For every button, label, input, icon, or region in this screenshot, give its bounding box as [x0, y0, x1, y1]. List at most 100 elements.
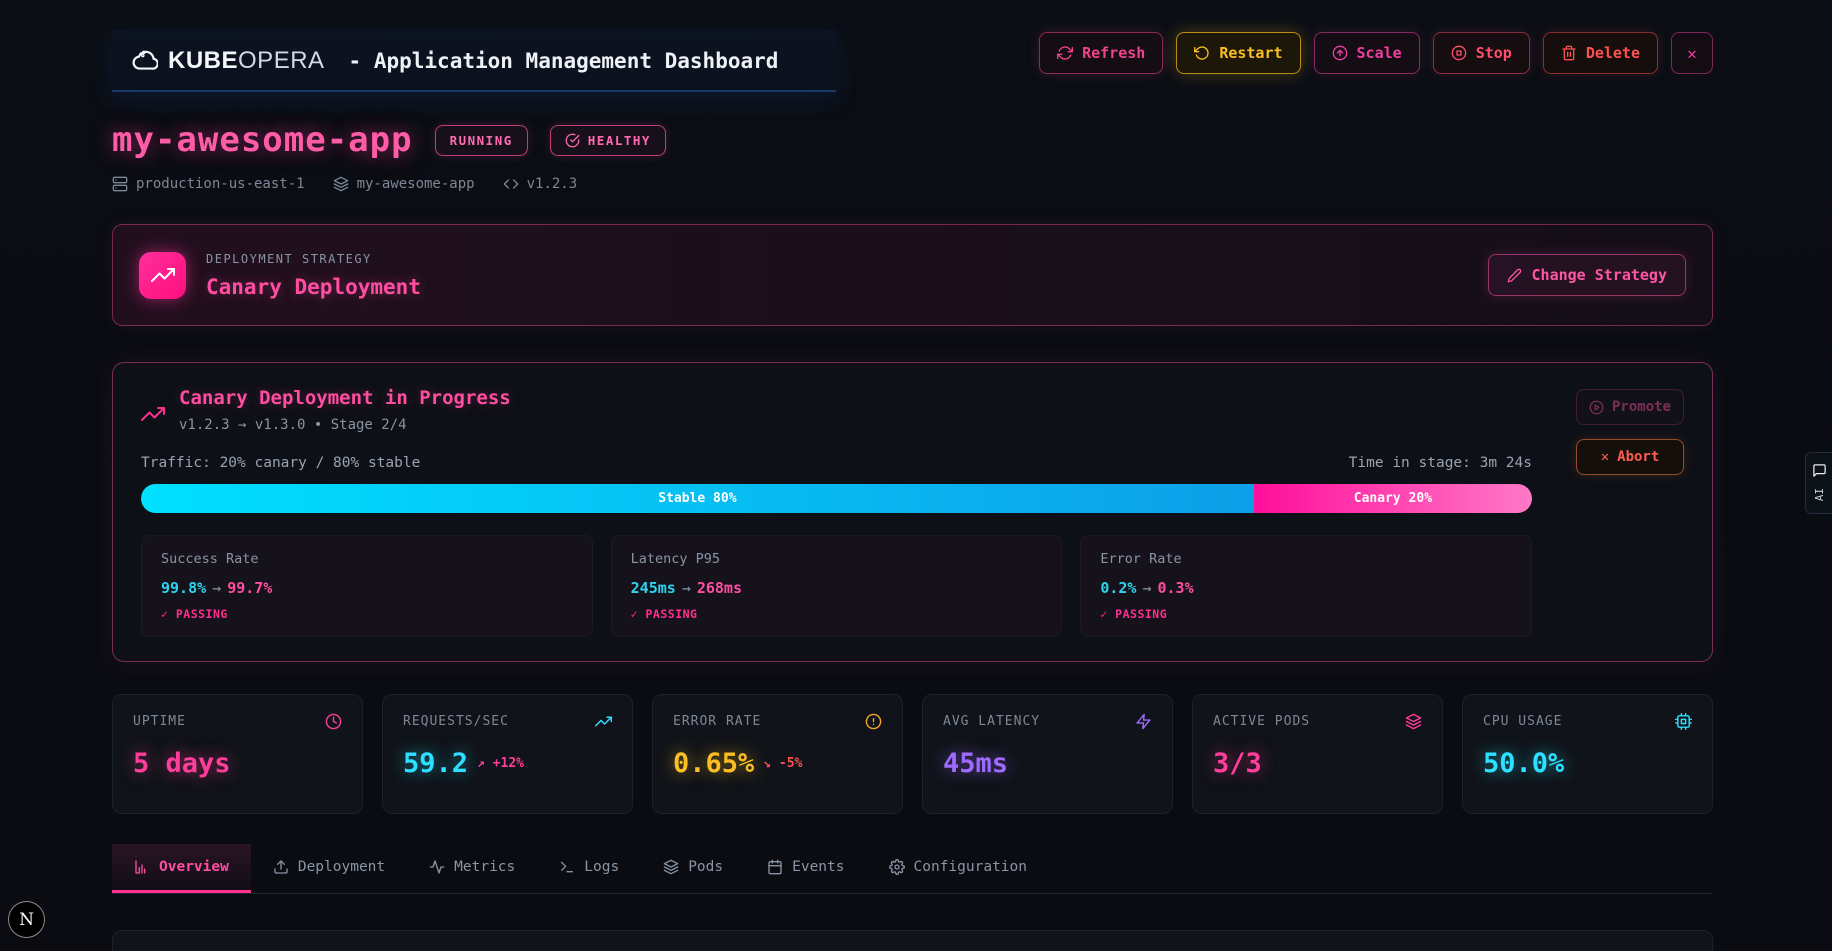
restart-button[interactable]: Restart — [1176, 32, 1301, 74]
strategy-label: DEPLOYMENT STRATEGY — [206, 251, 372, 266]
arrow-up-circle-icon — [1332, 45, 1348, 61]
canary-subtitle: v1.2.3 → v1.3.0 • Stage 2/4 — [179, 417, 407, 433]
restart-icon — [1194, 45, 1210, 61]
abort-button[interactable]: ✕ Abort — [1576, 439, 1684, 475]
stat-value-text: 45ms — [943, 748, 1009, 779]
kubeopera-logo-icon — [132, 48, 158, 74]
metric-values: 99.8% → 99.7% — [161, 579, 573, 597]
time-in-stage-label: Time in stage: 3m 24s — [1348, 455, 1532, 471]
tab-deployment[interactable]: Deployment — [251, 844, 407, 893]
tab-configuration[interactable]: Configuration — [867, 844, 1050, 893]
metric-label: Latency P95 — [630, 551, 721, 567]
stat-value: 45ms — [943, 748, 1152, 779]
health-badge: HEALTHY — [549, 124, 666, 156]
promote-label: Promote — [1611, 399, 1671, 415]
scale-label: Scale — [1356, 44, 1402, 62]
activity-icon — [429, 859, 445, 875]
tab-overview[interactable]: Overview — [112, 844, 251, 893]
n-badge-letter: N — [19, 909, 34, 930]
stat-head: CPU USAGE — [1483, 713, 1692, 730]
app-title-row: my-awesome-app RUNNING HEALTHY — [112, 120, 1713, 160]
stat-value: 3/3 — [1213, 748, 1422, 779]
play-circle-icon — [1589, 400, 1604, 415]
alert-circle-icon — [865, 713, 882, 730]
version-value: v1.2.3 — [526, 176, 578, 192]
stable-segment-label: Stable 80% — [658, 491, 737, 506]
server-icon — [112, 176, 128, 192]
ai-chat-drawer-handle[interactable]: AI — [1805, 452, 1832, 515]
stat-head: ACTIVE PODS — [1213, 713, 1422, 730]
strategy-icon-box — [139, 251, 186, 299]
tab-label: Metrics — [454, 859, 516, 875]
top-bar: KUBEOPERA - Application Management Dashb… — [112, 30, 1713, 92]
chat-bubble-icon — [1812, 463, 1827, 478]
uptime-stat-card: UPTIME 5 days — [112, 694, 363, 814]
gear-icon — [888, 859, 905, 875]
tab-metrics[interactable]: Metrics — [407, 844, 537, 893]
strategy-text: DEPLOYMENT STRATEGY Canary Deployment — [206, 252, 421, 299]
canary-deployment-card: Canary Deployment in Progress v1.2.3 → v… — [112, 362, 1713, 662]
change-strategy-button[interactable]: Change Strategy — [1487, 254, 1686, 296]
active-pods-stat-card: ACTIVE PODS 3/3 — [1192, 694, 1443, 814]
stat-head: ERROR RATE — [673, 713, 882, 730]
metric-canary-value: 0.3% — [1157, 579, 1194, 597]
stop-circle-icon — [1451, 45, 1467, 61]
version-meta: v1.2.3 — [503, 176, 578, 192]
delete-label: Delete — [1585, 44, 1640, 62]
canary-action-buttons: Promote ✕ Abort — [1576, 389, 1684, 475]
arrow-right-icon: → — [1142, 579, 1152, 597]
stat-value: 59.2 ↗ +12% — [403, 748, 612, 779]
stat-label: ERROR RATE — [673, 714, 762, 729]
metric-canary-value: 99.7% — [227, 579, 273, 597]
status-badge: RUNNING — [434, 124, 528, 156]
namespace-meta: my-awesome-app — [333, 176, 475, 192]
stop-button[interactable]: Stop — [1432, 32, 1530, 74]
x-icon: ✕ — [1600, 449, 1610, 465]
refresh-button[interactable]: Refresh — [1039, 32, 1164, 74]
stat-value: 0.65% ↘ -5% — [673, 748, 882, 779]
traffic-split-bar: Stable 80% Canary 20% — [141, 484, 1532, 513]
metric-baseline-value: 99.8% — [161, 579, 207, 597]
logo-band: KUBEOPERA - Application Management Dashb… — [112, 30, 837, 92]
stat-value: 50.0% — [1483, 748, 1692, 779]
deployment-strategy-card: DEPLOYMENT STRATEGY Canary Deployment Ch… — [112, 224, 1713, 326]
tab-pods[interactable]: Pods — [641, 844, 745, 893]
trending-up-icon — [150, 263, 175, 287]
metric-values: 0.2% → 0.3% — [1100, 579, 1512, 597]
scale-button[interactable]: Scale — [1313, 32, 1420, 74]
tab-label: Pods — [688, 859, 724, 875]
trending-up-icon — [595, 713, 612, 730]
layers-icon — [1405, 713, 1422, 730]
stop-label: Stop — [1475, 44, 1512, 62]
tab-logs[interactable]: Logs — [537, 844, 641, 893]
stat-trend: ↘ -5% — [763, 756, 803, 771]
nextjs-dev-badge[interactable]: N — [8, 901, 45, 938]
tab-events[interactable]: Events — [745, 844, 866, 893]
clock-icon — [325, 713, 342, 730]
stat-label: UPTIME — [133, 714, 186, 729]
delete-button[interactable]: Delete — [1542, 32, 1658, 74]
metric-status: ✓ PASSING — [630, 607, 698, 621]
metric-status: ✓ PASSING — [1100, 607, 1168, 621]
stat-value-text: 59.2 — [403, 748, 469, 779]
layers-icon — [663, 859, 679, 875]
tab-label: Logs — [584, 859, 620, 875]
zap-icon — [1135, 713, 1152, 730]
close-button[interactable]: ✕ — [1671, 32, 1713, 74]
promote-button[interactable]: Promote — [1576, 389, 1684, 425]
status-badge-label: RUNNING — [449, 132, 513, 148]
pencil-icon — [1507, 268, 1522, 283]
stat-head: UPTIME — [133, 713, 342, 730]
cluster-meta: production-us-east-1 — [112, 176, 305, 192]
upload-icon — [273, 859, 289, 875]
canary-title: Canary Deployment in Progress — [179, 387, 511, 409]
metric-canary-value: 268ms — [696, 579, 742, 597]
terminal-icon — [559, 859, 575, 875]
error-rate-stat-card: ERROR RATE 0.65% ↘ -5% — [652, 694, 903, 814]
stats-row: UPTIME 5 days REQUESTS/SEC 59.2 ↗ +12% ER… — [112, 694, 1713, 814]
stat-label: REQUESTS/SEC — [403, 714, 509, 729]
canary-header-text: Canary Deployment in Progress v1.2.3 → v… — [179, 387, 511, 433]
cluster-name: production-us-east-1 — [136, 176, 305, 192]
arrow-right-icon: → — [212, 579, 222, 597]
